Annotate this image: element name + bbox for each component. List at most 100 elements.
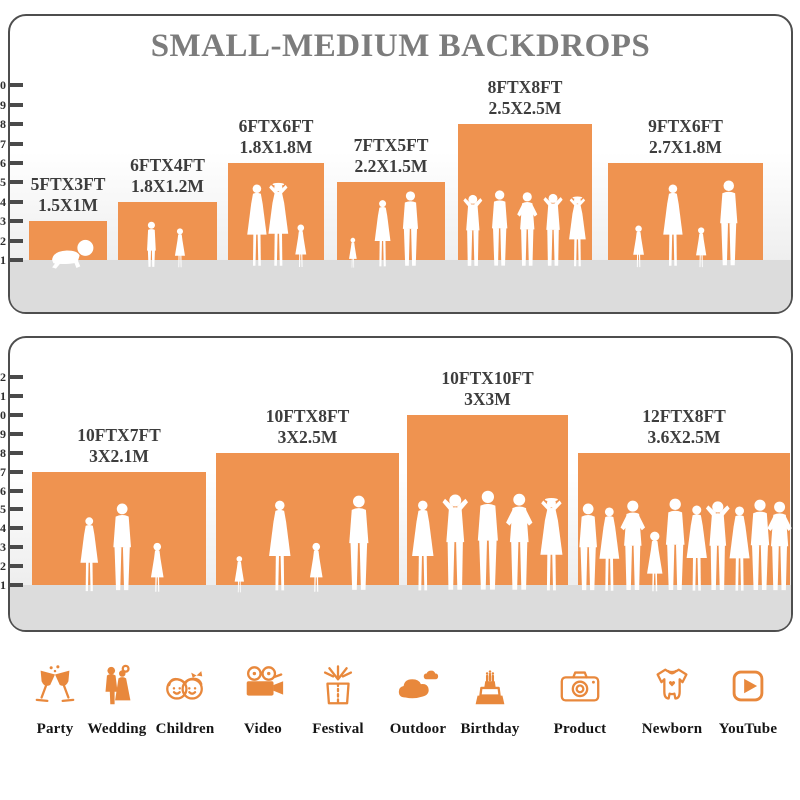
person-silhouette-man	[394, 190, 427, 269]
ruler-tick-label: 5	[0, 502, 6, 517]
person-silhouette-baby	[47, 237, 98, 269]
category-item-product: Product	[538, 655, 622, 738]
backdrop-rect-10ftx8ft	[216, 452, 399, 585]
video-icon	[221, 655, 305, 709]
birthday-icon	[448, 655, 532, 709]
ruler-tick	[10, 412, 23, 417]
ruler-tick	[10, 375, 23, 380]
ruler-tick-label: 10	[0, 78, 6, 93]
ruler-tick-label: 5	[0, 175, 6, 190]
festival-icon	[296, 655, 380, 709]
category-item-video: Video	[221, 655, 305, 738]
children-icon	[143, 655, 227, 709]
backdrop-size-m: 2.7X1.8M	[649, 137, 722, 157]
category-label: Birthday	[460, 721, 520, 737]
category-item-youtube: YouTube	[706, 655, 790, 738]
ruler-tick	[10, 526, 23, 531]
ruler-tick-label: 12	[0, 370, 6, 385]
ruler-tick-label: 9	[0, 97, 6, 112]
backdrop-label: 12FTX8FT 3.6X2.5M	[594, 406, 774, 448]
ruler-tick	[10, 583, 23, 587]
ruler-tick	[10, 258, 23, 262]
ruler-tick	[10, 199, 23, 204]
backdrop-size-ft: 6FTX4FT	[130, 154, 205, 175]
backdrop-label: 5FTX3FT 1.5X1M	[0, 174, 158, 216]
person-silhouette-man	[103, 502, 141, 594]
backdrop-size-m: 1.8X1.2M	[131, 175, 204, 196]
ruler-tick-label: 3	[0, 540, 6, 555]
category-label: Video	[244, 721, 282, 737]
backdrop-label: 7FTX5FT 2.2X1.5M	[301, 135, 481, 177]
wedding-icon	[75, 655, 159, 709]
backdrop-size-ft: 9FTX6FT	[648, 116, 723, 136]
backdrop-size-ft: 5FTX3FT	[30, 174, 106, 195]
page-title: SMALL-MEDIUM BACKDROPS	[150, 28, 651, 64]
backdrop-label: 10FTX8FT 3X2.5M	[218, 406, 398, 448]
size-panel-large: 12345678910111210FTX7FT3X2.1M10FTX8FT3X2…	[0, 336, 793, 632]
party-icon	[13, 655, 97, 709]
backdrop-size-m: 3X2.5M	[277, 426, 338, 447]
ruler-tick-label: 11	[0, 389, 6, 403]
backdrop-label: 6FTX4FT 1.8X1.2M	[78, 155, 258, 197]
ruler-tick	[10, 141, 23, 146]
category-item-festival: Festival	[296, 655, 380, 738]
ruler-tick-label: 1	[0, 253, 6, 267]
category-row: Party Wedding Children Video Festival Outdoor…	[0, 655, 800, 765]
ruler-tick	[10, 102, 23, 107]
outdoor-icon	[376, 655, 460, 709]
category-item-birthday: Birthday	[448, 655, 532, 738]
ruler-tick-label: 4	[0, 194, 6, 209]
ruler-tick-label: 3	[0, 214, 6, 229]
person-silhouette-girl	[305, 540, 328, 594]
person-silhouette-womanup	[531, 496, 572, 594]
backdrop-size-m: 3X3M	[464, 388, 511, 409]
newborn-icon	[630, 655, 714, 709]
backdrop-label: 10FTX7FT 3X2.1M	[29, 425, 209, 467]
backdrop-label: 10FTX10FT 3X3M	[398, 368, 578, 410]
backdrop-rect-6ftx4ft	[118, 201, 217, 260]
person-silhouette-woman	[655, 183, 691, 269]
person-silhouette-woman	[368, 199, 397, 269]
ruler-tick	[10, 545, 23, 550]
ruler-tick	[10, 469, 23, 474]
category-item-newborn: Newborn	[630, 655, 714, 738]
ruler-tick	[10, 564, 23, 569]
backdrop-size-m: 3X2.1M	[89, 445, 149, 466]
category-item-outdoor: Outdoor	[376, 655, 460, 738]
category-label: YouTube	[718, 721, 778, 737]
ruler-tick	[10, 450, 23, 455]
ruler-tick-label: 6	[0, 156, 6, 170]
ruler-tick-label: 6	[0, 483, 6, 498]
category-label: Children	[155, 721, 215, 737]
person-silhouette-boy	[141, 219, 162, 269]
ruler-tick	[10, 394, 23, 398]
backdrop-size-ft: 10FTX8FT	[265, 405, 350, 426]
floor-strip	[10, 585, 791, 630]
person-silhouette-girl	[231, 554, 248, 594]
backdrop-size-ft: 10FTX7FT	[77, 424, 161, 445]
ruler-tick	[10, 161, 23, 165]
backdrop-rect-9ftx6ft	[608, 163, 763, 260]
backdrop-label: 8FTX8FT 2.5X2.5M	[435, 77, 615, 119]
backdrop-size-ft: 6FTX6FT	[238, 116, 314, 136]
ruler-tick-label: 7	[0, 464, 6, 479]
category-label: Outdoor	[389, 721, 447, 737]
person-silhouette-man	[710, 179, 748, 269]
person-silhouette-girl	[692, 225, 710, 269]
person-silhouette-girl	[291, 222, 311, 269]
backdrop-size-m: 1.8X1.8M	[239, 137, 313, 157]
floor-strip	[10, 260, 791, 312]
category-item-wedding: Wedding	[75, 655, 159, 738]
size-panel-small-medium: SMALL-MEDIUM BACKDROPS 1 2 3 4 5 6 7 8 9 10 5FTX3F…	[0, 14, 793, 314]
ruler-tick	[10, 122, 23, 127]
backdrop-label: 9FTX6FT 2.7X1.8M	[596, 116, 776, 158]
product-icon	[538, 655, 622, 709]
backdrop-size-ft: 12FTX8FT	[642, 405, 726, 426]
backdrop-size-m: 1.5X1M	[38, 195, 98, 216]
ruler-tick-label: 1	[0, 578, 6, 592]
person-silhouette-man	[338, 494, 380, 594]
ruler-tick	[10, 83, 23, 88]
ruler-tick	[10, 219, 23, 224]
ruler-tick-label: 7	[0, 136, 6, 151]
